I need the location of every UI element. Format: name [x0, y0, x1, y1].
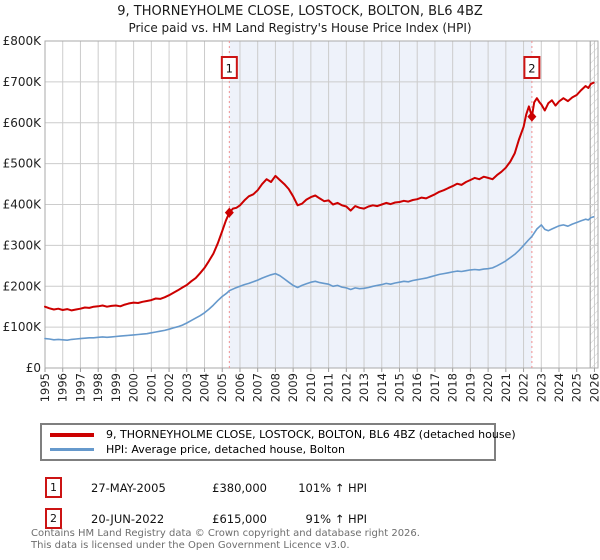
x-tick-label: 2004 — [198, 373, 212, 402]
x-tick-label: 2017 — [428, 373, 442, 402]
chart-legend: 9, THORNEYHOLME CLOSE, LOSTOCK, BOLTON, … — [40, 423, 516, 461]
legend-item-hpi: HPI: Average price, detached house, Bolt… — [42, 443, 494, 456]
y-tick-label: £700K — [3, 75, 43, 89]
legend-label: HPI: Average price, detached house, Bolt… — [106, 442, 345, 456]
y-tick-label: £800K — [3, 34, 43, 48]
x-tick-label: 2008 — [268, 373, 282, 402]
sale-2-date: 20-JUN-2022 — [91, 511, 165, 526]
price-chart: 1995 1996 1997 1998 1999 2000 2001 2002 2003 2004… — [3, 34, 600, 402]
x-tick-label: 2013 — [357, 373, 371, 402]
legend-label: 9, THORNEYHOLME CLOSE, LOSTOCK, BOLTON, … — [106, 428, 516, 442]
legend-item-property: 9, THORNEYHOLME CLOSE, LOSTOCK, BOLTON, … — [42, 428, 516, 441]
x-tick-label: 2009 — [286, 373, 300, 402]
transaction-row: 1 27-MAY-2005 £380,000 101% ↑ HPI — [45, 477, 367, 498]
x-tick-label: 2005 — [215, 373, 229, 402]
y-tick-label: £0 — [26, 361, 41, 375]
sale-1-price: £380,000 — [212, 480, 267, 495]
sale-number-label: 2 — [528, 62, 535, 76]
x-tick-label: 2026 — [587, 373, 600, 402]
x-tick-label: 2023 — [534, 373, 548, 402]
sale-2-hpi-change: 91% ↑ HPI — [305, 511, 367, 526]
x-tick-label: 2006 — [233, 373, 247, 402]
x-tick-label: 2000 — [127, 373, 141, 402]
x-tick-label: 2015 — [392, 373, 406, 402]
series-line — [44, 81, 595, 312]
sale-2-badge: 2 — [45, 508, 62, 529]
sale-1-hpi-change: 101% ↑ HPI — [298, 480, 367, 495]
x-tick-label: 2025 — [570, 373, 584, 402]
sale-1-date: 27-MAY-2005 — [91, 480, 166, 495]
x-tick-label: 1998 — [91, 373, 105, 402]
x-tick-label: 2003 — [180, 373, 194, 402]
y-tick-label: £400K — [3, 198, 43, 212]
sale-2-price: £615,000 — [212, 511, 267, 526]
x-tick-label: 2002 — [162, 373, 176, 402]
x-tick-label: 1996 — [56, 373, 70, 402]
sale-number-box — [523, 56, 541, 79]
x-tick-label: 2022 — [517, 373, 531, 402]
y-tick-label: £200K — [3, 279, 43, 293]
y-tick-label: £600K — [3, 116, 43, 130]
x-tick-label: 2010 — [304, 373, 318, 402]
page-subtitle: Price paid vs. HM Land Registry's House … — [128, 21, 472, 35]
x-tick-label: 2024 — [552, 373, 566, 402]
blue-line-swatch — [50, 447, 94, 451]
copyright-footer: Contains HM Land Registry data © Crown c… — [31, 528, 420, 551]
page-title: 9, THORNEYHOLME CLOSE, LOSTOCK, BOLTON, … — [117, 4, 483, 19]
footer-line-1: Contains HM Land Registry data © Crown c… — [31, 528, 420, 539]
x-tick-label: 2019 — [463, 373, 477, 402]
x-tick-label: 2011 — [322, 373, 336, 402]
x-tick-label: 1997 — [73, 373, 87, 402]
x-tick-label: 2007 — [251, 373, 265, 402]
red-line-swatch — [50, 433, 94, 437]
x-tick-label: 2016 — [410, 373, 424, 402]
x-tick-label: 2018 — [446, 373, 460, 402]
y-tick-label: £300K — [3, 238, 43, 252]
plot-border — [44, 40, 599, 369]
sale-1-badge: 1 — [45, 477, 62, 498]
x-tick-label: 2012 — [339, 373, 353, 402]
x-tick-label: 1999 — [109, 373, 123, 402]
transaction-row: 2 20-JUN-2022 £615,000 91% ↑ HPI — [45, 508, 367, 529]
footer-line-2: This data is licensed under the Open Gov… — [31, 539, 350, 551]
x-tick-label: 2014 — [375, 373, 389, 402]
y-tick-label: £100K — [3, 320, 43, 334]
y-tick-label: £500K — [3, 157, 43, 171]
x-tick-label: 2001 — [144, 373, 158, 402]
sale-point-marker — [527, 111, 537, 122]
sale-number-label: 1 — [226, 62, 233, 76]
sale-point-marker — [224, 207, 234, 218]
series-line — [44, 216, 595, 342]
x-tick-label: 1995 — [38, 373, 52, 402]
x-tick-label: 2020 — [481, 373, 495, 402]
sale-number-box — [220, 56, 238, 79]
x-tick-label: 2021 — [499, 373, 513, 402]
